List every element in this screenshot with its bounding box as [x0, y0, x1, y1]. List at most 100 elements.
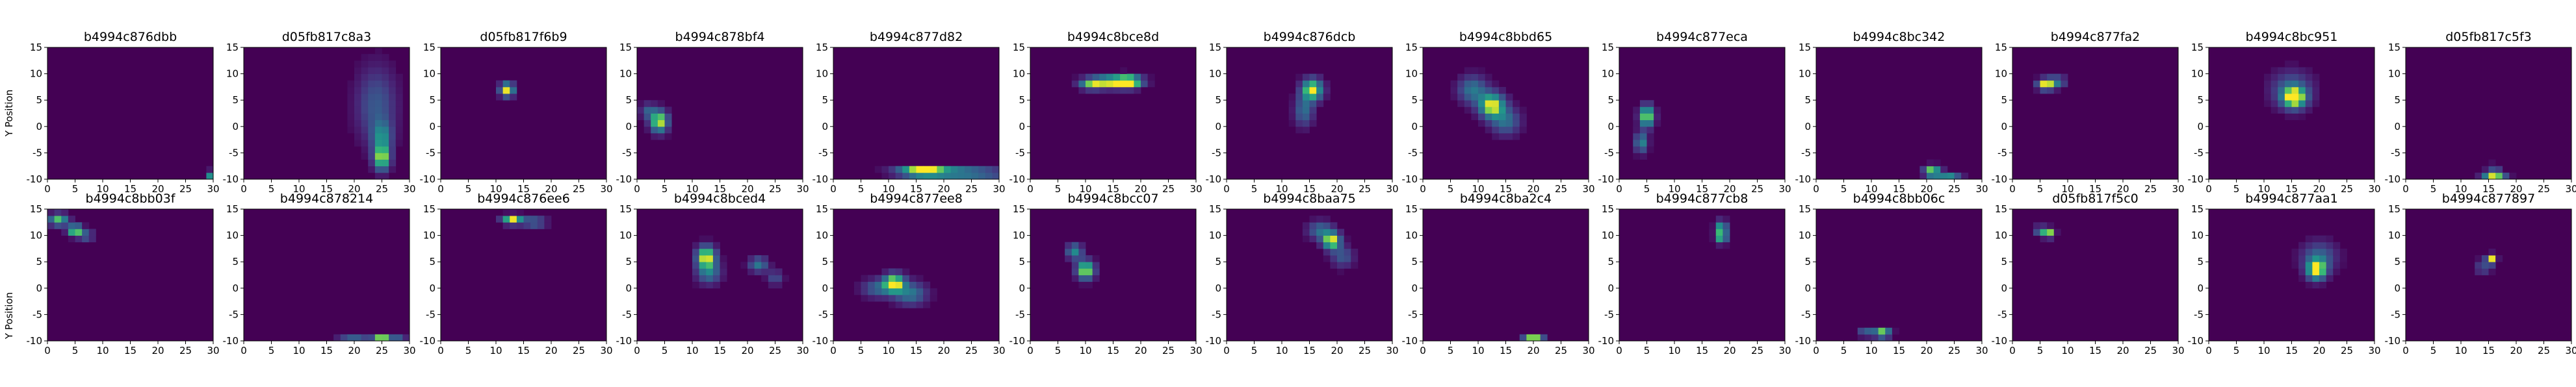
heatmap-panel: b4994c8bcc07 0 5 10 15 20 25 30 -10 -5 0 5 10 15 — [1009, 192, 1203, 356]
heatmap-cell — [720, 262, 727, 269]
panel-title: b4994c8bcc07 — [1067, 192, 1158, 206]
heatmap-cell — [368, 153, 376, 160]
y-tick-label: -5 — [622, 147, 632, 158]
heatmap-cell — [712, 248, 720, 256]
heatmap-cell — [1485, 100, 1492, 107]
heatmap-cell — [1302, 119, 1310, 127]
heatmap-cell — [2298, 100, 2306, 107]
x-tick-label: 20 — [1920, 183, 1932, 195]
heatmap-cell — [1309, 229, 1317, 236]
heatmap-cell — [748, 255, 755, 262]
heatmap-cell — [2305, 255, 2313, 262]
heatmap-cell — [2312, 235, 2320, 243]
heatmap-cell — [374, 67, 382, 74]
x-tick-label: 5 — [1448, 345, 1454, 356]
panel-background — [1619, 209, 1785, 341]
heatmap-cell — [651, 113, 658, 121]
heatmap-cell — [368, 113, 376, 121]
y-tick-label: 0 — [1411, 282, 1418, 294]
heatmap-cell — [1120, 67, 1128, 74]
heatmap-cell — [1323, 248, 1331, 256]
y-tick-label: -10 — [1206, 173, 1222, 185]
heatmap-cell — [374, 100, 382, 107]
y-tick-label: 10 — [2388, 68, 2400, 80]
heatmap-cell — [502, 209, 510, 216]
heatmap-cell — [354, 132, 362, 140]
heatmap-cell — [1639, 126, 1647, 134]
heatmap-cell — [657, 113, 665, 121]
heatmap-cell — [374, 106, 382, 114]
x-tick-label: 20 — [937, 345, 950, 356]
heatmap-cell — [510, 80, 517, 88]
panel-title: b4994c877eca — [1656, 30, 1748, 44]
panel-background — [47, 47, 213, 179]
y-tick-label: 5 — [1411, 256, 1418, 268]
heatmap-cell — [1323, 235, 1331, 243]
heatmap-cell — [1309, 106, 1317, 114]
y-tick-label: 0 — [1215, 121, 1221, 132]
heatmap-cell — [2061, 80, 2068, 88]
x-tick-label: 0 — [437, 183, 444, 195]
heatmap-cell — [909, 281, 917, 289]
panel-background — [2406, 47, 2571, 179]
heatmap-cell — [502, 222, 510, 229]
y-axis-label-row-2: Y Position — [3, 292, 15, 340]
x-tick-label: 15 — [1303, 345, 1316, 356]
heatmap-cell — [347, 113, 355, 121]
heatmap-cell — [699, 248, 707, 256]
x-tick-label: 10 — [489, 345, 502, 356]
heatmap-cell — [389, 106, 397, 114]
heatmap-cell — [389, 60, 397, 68]
heatmap-cell — [2326, 268, 2334, 275]
x-tick-label: 5 — [2233, 345, 2240, 356]
heatmap-cell — [347, 119, 355, 127]
heatmap-cell — [2053, 80, 2061, 88]
heatmap-cell — [712, 268, 720, 275]
heatmap-cell — [1513, 113, 1520, 121]
heatmap-cell — [923, 166, 931, 173]
heatmap-cell — [1505, 94, 1513, 101]
heatmap-cell — [1498, 113, 1506, 121]
x-tick-label: 20 — [2116, 183, 2129, 195]
heatmap-cell — [1526, 334, 1534, 342]
x-tick-label: 30 — [1778, 183, 1791, 195]
heatmap-cell — [2298, 262, 2306, 269]
heatmap-cell — [712, 242, 720, 249]
heatmap-cell — [868, 294, 876, 302]
panel-background — [2012, 47, 2178, 179]
heatmap-cell — [389, 86, 397, 94]
heatmap-cell — [1519, 119, 1527, 127]
x-tick-label: 5 — [662, 183, 668, 195]
heatmap-cell — [651, 100, 658, 107]
heatmap-cell — [1864, 334, 1872, 342]
heatmap-cell — [1071, 242, 1079, 249]
heatmap-cell — [1646, 132, 1654, 140]
heatmap-cell — [382, 146, 389, 153]
heatmap-cell — [2270, 73, 2278, 81]
heatmap-cell — [1639, 153, 1647, 160]
y-tick-label: 10 — [423, 68, 436, 80]
heatmap-cell — [909, 294, 917, 302]
panel-background — [2209, 209, 2374, 341]
x-tick-label: 5 — [1644, 183, 1650, 195]
heatmap-cell — [775, 281, 783, 289]
heatmap-cell — [2298, 86, 2306, 94]
heatmap-cell — [368, 94, 376, 101]
y-tick-label: 10 — [1602, 68, 1614, 80]
heatmap-cell — [2339, 262, 2347, 269]
heatmap-cell — [347, 100, 355, 107]
heatmap-cell — [1120, 73, 1128, 81]
heatmap-cell — [1092, 275, 1100, 282]
y-tick-label: 10 — [619, 230, 632, 242]
x-tick-label: 25 — [573, 345, 585, 356]
x-tick-label: 10 — [882, 183, 894, 195]
heatmap-cell — [1478, 94, 1486, 101]
heatmap-panel: b4994c876dcb 0 5 10 15 20 25 30 -10 -5 0 5 10 15 — [1206, 30, 1399, 195]
heatmap-cell — [395, 119, 403, 127]
heatmap-cell — [861, 281, 868, 289]
heatmap-cell — [2305, 100, 2313, 107]
heatmap-cell — [361, 100, 369, 107]
heatmap-cell — [1633, 140, 1641, 147]
heatmap-cell — [1639, 146, 1647, 153]
heatmap-cell — [1288, 119, 1296, 127]
